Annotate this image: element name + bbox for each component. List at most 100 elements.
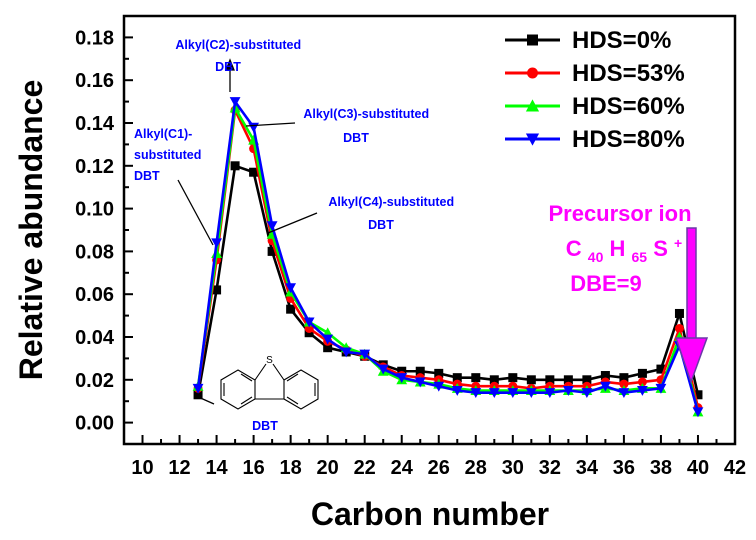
x-tick-label: 32 [539, 457, 561, 479]
data-point [303, 317, 315, 328]
legend-item-2: HDS=53% [505, 60, 685, 87]
legend-label: HDS=53% [572, 60, 685, 87]
data-point [340, 347, 352, 358]
data-point [526, 375, 536, 385]
y-tick-labels: 0.00 0.02 0.04 0.06 0.08 0.10 0.12 0.14 0.16 0.18 [75, 27, 115, 434]
x-tick-label: 22 [354, 457, 376, 479]
annotation-c1-line1: Alkyl(C1)- [134, 127, 192, 141]
y-tick-label: 0.16 [75, 70, 114, 92]
data-point [322, 334, 334, 345]
legend: HDS=0% HDS=53% HDS=60% HDS=80% [505, 27, 685, 153]
data-point [434, 368, 444, 378]
x-tick-label: 26 [428, 457, 450, 479]
dbt-right-inner-bond-2 [286, 396, 299, 405]
data-point [211, 238, 222, 249]
dbt-left-ring [220, 369, 256, 410]
legend-label: HDS=80% [572, 126, 685, 153]
annotation-c3-line2: DBT [343, 131, 369, 145]
y-tick-label: 0.02 [75, 370, 114, 392]
data-point [563, 375, 573, 385]
data-point [451, 386, 463, 396]
y-tick-label: 0.00 [75, 413, 114, 435]
annotation-c2-line1: Alkyl(C2)-substituted [175, 38, 301, 52]
x-tick-label: 28 [465, 457, 487, 479]
data-point [396, 373, 408, 384]
series-line [196, 164, 700, 396]
precursor-callout: Precursor ion C 40 H 65 S + DBE=9 [548, 201, 691, 296]
data-point [507, 388, 519, 399]
x-tick-label: 18 [280, 457, 302, 479]
arrow-c4 [267, 212, 318, 234]
data-point [600, 371, 610, 381]
data-point [525, 388, 537, 399]
y-tick-label: 0.04 [75, 327, 115, 349]
annotation-dbt: DBT [252, 419, 278, 433]
dbt-left-inner-bond-1 [240, 373, 253, 382]
callout-formula-h: H [610, 236, 626, 261]
data-point [618, 388, 630, 399]
dbt-left-s-bond [254, 363, 267, 381]
data-point [470, 388, 482, 399]
series-line [196, 100, 700, 413]
legend-label: HDS=60% [572, 93, 685, 120]
dbt-right-ring [283, 369, 319, 410]
data-point [489, 375, 499, 385]
x-tick-label: 16 [242, 457, 264, 479]
callout-line3: DBE=9 [570, 271, 642, 296]
data-point [508, 373, 518, 383]
data-point [377, 364, 389, 375]
annotations: Alkyl(C2)-substituted DBT Alkyl(C3)-subs… [134, 38, 457, 433]
callout-formula-charge: + [674, 235, 682, 251]
data-point [249, 167, 259, 177]
dbt-structure [220, 363, 319, 410]
callout-formula: C 40 H 65 S + [566, 235, 682, 267]
x-tick-label: 14 [205, 457, 228, 479]
data-point [286, 304, 296, 314]
precursor-arrow-head [674, 337, 709, 385]
data-point [637, 377, 647, 387]
data-point [582, 375, 592, 385]
x-tick-label: 12 [168, 457, 190, 479]
x-tick-label: 30 [502, 457, 524, 479]
x-tick-label: 20 [317, 457, 339, 479]
annotation-c4: Alkyl(C4)-substituted DBT [328, 195, 457, 232]
data-point [285, 283, 297, 294]
arrow-c1 [177, 179, 214, 246]
y-tick-label: 0.10 [75, 199, 114, 221]
data-point [674, 323, 684, 333]
data-point [230, 161, 240, 171]
legend-item-3: HDS=60% [505, 93, 685, 120]
callout-formula-h-subscript: 65 [632, 249, 648, 265]
y-tick-label: 0.12 [75, 156, 114, 178]
x-axis-label: Carbon number [311, 496, 549, 532]
data-point [452, 373, 462, 383]
data-point [656, 364, 666, 374]
data-point [229, 97, 241, 107]
axis-ticks [123, 15, 736, 445]
annotation-c3: Alkyl(C3)-substituted DBT [303, 107, 432, 145]
legend-item-1: HDS=0% [505, 27, 671, 54]
data-point [192, 383, 204, 394]
data-point [674, 308, 684, 318]
annotation-arrows [177, 58, 318, 405]
data-point [414, 377, 426, 388]
data-point [619, 373, 629, 383]
annotation-c2-line2: DBT [215, 60, 241, 74]
x-tick-labels: 10 12 14 16 18 20 22 24 26 28 30 32 34 36 38 40 42 [131, 457, 746, 479]
y-tick-label: 0.18 [75, 27, 114, 49]
dbt-right-s-bond [272, 363, 285, 381]
callout-formula-c: C [566, 236, 582, 261]
annotation-c1: Alkyl(C1)- substituted DBT [134, 127, 205, 183]
x-tick-label: 42 [724, 457, 746, 479]
legend-marker [527, 67, 538, 79]
data-point [637, 386, 648, 396]
annotation-c4-line1: Alkyl(C4)-substituted [328, 195, 454, 209]
annotation-c2: Alkyl(C2)-substituted DBT [175, 38, 304, 74]
data-point [545, 375, 555, 385]
data-point [544, 388, 556, 399]
data-point [692, 407, 704, 418]
data-point [266, 221, 278, 232]
y-axis-label: Relative abundance [13, 80, 49, 381]
arrowhead-c2 [225, 58, 235, 71]
